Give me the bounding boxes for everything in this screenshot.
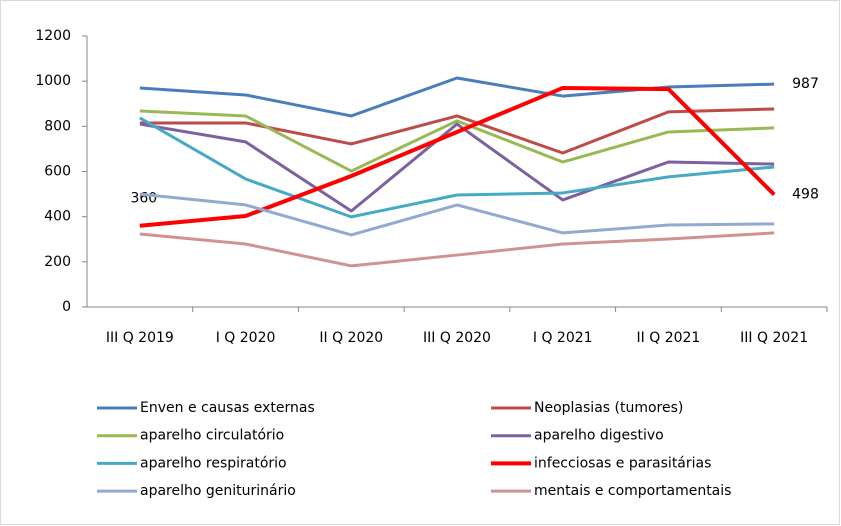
legend-label: Neoplasias (tumores) <box>534 400 683 416</box>
legend-label: infecciosas e parasitárias <box>534 455 711 471</box>
y-tick-label: 200 <box>44 254 71 270</box>
legend-label: aparelho respiratório <box>140 455 287 471</box>
x-tick-label: III Q 2019 <box>106 330 174 346</box>
y-tick-label: 800 <box>44 118 71 134</box>
x-tick-label: II Q 2021 <box>637 330 701 346</box>
legend-label: Enven e causas externas <box>140 400 315 416</box>
data-label: 987 <box>792 76 819 92</box>
series-line <box>139 76 775 118</box>
legend-label: aparelho geniturinário <box>140 483 296 499</box>
y-tick-label: 0 <box>62 299 71 315</box>
legend-label: aparelho circulatório <box>140 428 284 444</box>
series-line <box>139 116 775 219</box>
legend-label: mentais e comportamentais <box>534 483 731 499</box>
data-label: 498 <box>792 187 819 203</box>
series-line <box>139 122 775 213</box>
x-tick-label: II Q 2020 <box>319 330 383 346</box>
series-line <box>139 109 775 173</box>
x-tick-label: III Q 2021 <box>740 330 808 346</box>
legend-label: aparelho digestivo <box>534 428 664 444</box>
y-tick-label: 1000 <box>35 73 71 89</box>
y-tick-label: 600 <box>44 164 71 180</box>
y-tick-label: 400 <box>44 209 71 225</box>
series-line <box>139 231 775 268</box>
series-line <box>139 192 775 237</box>
y-tick-label: 1200 <box>35 28 71 44</box>
series-line <box>139 107 775 155</box>
x-tick-label: I Q 2020 <box>216 330 276 346</box>
x-tick-label: I Q 2021 <box>533 330 593 346</box>
series-line <box>139 85 776 228</box>
x-tick-label: III Q 2020 <box>423 330 491 346</box>
